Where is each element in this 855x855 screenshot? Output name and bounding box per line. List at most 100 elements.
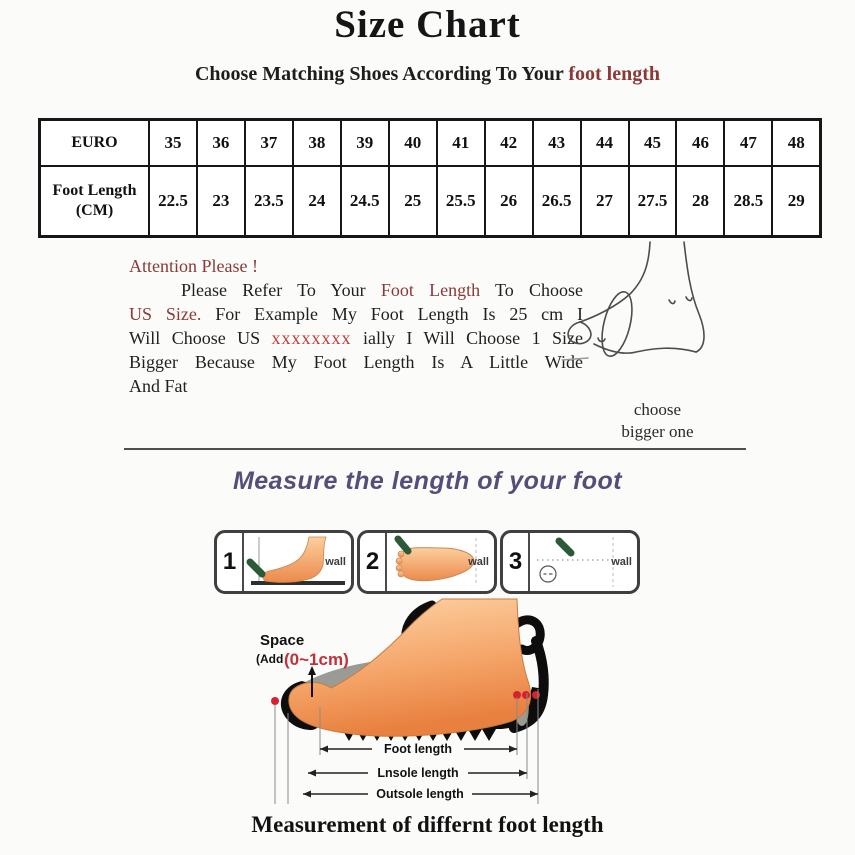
foot-length-cell: 28 — [675, 165, 726, 238]
toe-bump — [395, 564, 403, 572]
foot-length-cell: 25.5 — [435, 165, 486, 238]
insole-length-label: Lnsole length — [377, 766, 458, 780]
green-pen-icon — [246, 558, 266, 578]
attention-paragraph: Attention Please ! Please Refer To Your … — [129, 254, 583, 398]
sketch-pointer-line — [562, 357, 589, 361]
attention-text: ially I Will Choose 1 Size — [351, 328, 583, 348]
measure-step-2: 2 wall — [357, 530, 497, 594]
euro-size-cell: 39 — [339, 118, 390, 167]
sketch-back-leg — [683, 241, 705, 353]
heel-curl — [513, 615, 545, 655]
sketch-ankle-mark — [685, 296, 693, 302]
foot-length-cell: 23 — [195, 165, 246, 238]
attention-text: To Choose — [480, 280, 584, 300]
foot-length-label: Foot length — [384, 742, 452, 756]
attention-text: For Example My Foot Length Is 25 cm I — [201, 304, 584, 324]
bottom-caption: Measurement of differnt foot length — [251, 812, 604, 837]
foot-length-cell: 24 — [291, 165, 342, 238]
foot-sketch-illustration — [562, 241, 705, 361]
boundary-dot — [522, 691, 530, 699]
euro-size-cell: 37 — [243, 118, 294, 167]
foot-length-row-header: Foot Length (CM) — [38, 165, 150, 238]
section-divider — [124, 448, 746, 450]
euro-size-cell: 45 — [627, 118, 678, 167]
euro-size-cell: 35 — [148, 118, 198, 167]
foot-length-cell: 26 — [483, 165, 534, 238]
label-bg — [368, 765, 468, 780]
measure-section-heading: Measure the length of your foot — [232, 467, 623, 495]
sketch-toe-mark — [597, 337, 606, 343]
note-line: bigger one — [621, 422, 694, 441]
space-range-label: (0~1cm) — [284, 650, 349, 669]
foot-length-cell: 23.5 — [243, 165, 294, 238]
label-bg — [368, 786, 472, 801]
attention-text: Will Choose US — [129, 328, 272, 348]
euro-size-cell: 48 — [771, 118, 822, 167]
foot-length-cell: 24.5 — [339, 165, 390, 238]
attention-line: Please Refer To Your Foot Length To Choo… — [129, 278, 583, 302]
step-number: 2 — [360, 533, 387, 591]
attention-line: Bigger Because My Foot Length Is A Littl… — [129, 352, 583, 372]
sketch-front-leg — [579, 241, 651, 323]
euro-size-cell: 40 — [387, 118, 438, 167]
foot-length-cell: 27 — [579, 165, 630, 238]
step1-illustration — [246, 536, 345, 585]
euro-size-cell: 44 — [579, 118, 630, 167]
attention-line: Will Choose US xxxxxxxx ially I Will Cho… — [129, 326, 583, 350]
green-pen-icon — [394, 535, 412, 555]
sketch-girth-loop — [601, 291, 633, 357]
attention-text-maroon: Foot Length — [380, 280, 481, 300]
choose-bigger-note: choose bigger one — [585, 399, 730, 443]
step3-illustration — [537, 537, 614, 587]
foot-length-cell: 22.5 — [148, 165, 198, 238]
sketch-big-toe — [567, 321, 592, 345]
toe-bump — [397, 570, 405, 578]
foot-length-cell: 25 — [387, 165, 438, 238]
toe-line — [258, 701, 270, 706]
toe-bump — [397, 550, 405, 558]
subtitle-highlight: foot length — [568, 63, 661, 85]
step2-illustration — [394, 535, 477, 586]
measure-step-3: 3 wall — [500, 530, 640, 594]
subtitle-text: Choose Matching Shoes According To Your — [194, 63, 569, 85]
arrowheads — [303, 745, 538, 798]
euro-size-cell: 43 — [531, 118, 582, 167]
step-number: 3 — [503, 533, 530, 591]
foot-length-cell: 26.5 — [531, 165, 582, 238]
guide-lines — [274, 689, 539, 804]
euro-row-header: EURO — [38, 118, 150, 167]
sketch-ankle-mark — [668, 299, 676, 305]
note-line: choose — [633, 400, 682, 419]
euro-size-cell: 42 — [483, 118, 534, 167]
attention-text-maroon: US Size. — [129, 304, 202, 324]
euro-size-cell: 46 — [675, 118, 726, 167]
sketch-sole — [593, 343, 697, 354]
size-table: EURO 35 36 37 38 39 40 41 42 43 44 45 46… — [38, 118, 822, 238]
space-arrowhead — [308, 666, 316, 675]
foot-shape — [288, 598, 532, 737]
space-label: Space — [260, 632, 304, 649]
space-sub-label: (Add — [256, 652, 283, 666]
attention-line: US Size. For Example My Foot Length Is 2… — [129, 302, 583, 326]
boundary-dot — [271, 697, 279, 705]
foot-length-cell: 28.5 — [723, 165, 774, 238]
euro-size-cell: 36 — [195, 118, 246, 167]
wall-label: wall — [468, 556, 489, 568]
cm-circle-icon — [539, 565, 557, 583]
foot-measurement-illustration: Space (Add (0~1cm) Foot length Ln — [256, 598, 549, 804]
label-bg — [372, 741, 464, 756]
table-row-euro: EURO 35 36 37 38 39 40 41 42 43 44 45 46… — [38, 118, 822, 167]
euro-size-cell: 41 — [435, 118, 486, 167]
step-number: 1 — [217, 533, 244, 591]
subtitle: Choose Matching Shoes According To Your … — [0, 63, 855, 86]
boundary-dot — [532, 691, 540, 699]
euro-size-cell: 38 — [291, 118, 342, 167]
euro-size-cell: 47 — [723, 118, 774, 167]
outsole-length-label: Outsole length — [376, 787, 464, 801]
toe-bump — [395, 557, 403, 565]
page-title: Size Chart — [334, 3, 521, 46]
attention-line: And Fat — [129, 376, 188, 396]
boundary-dot — [513, 691, 521, 699]
wall-label: wall — [611, 556, 632, 568]
